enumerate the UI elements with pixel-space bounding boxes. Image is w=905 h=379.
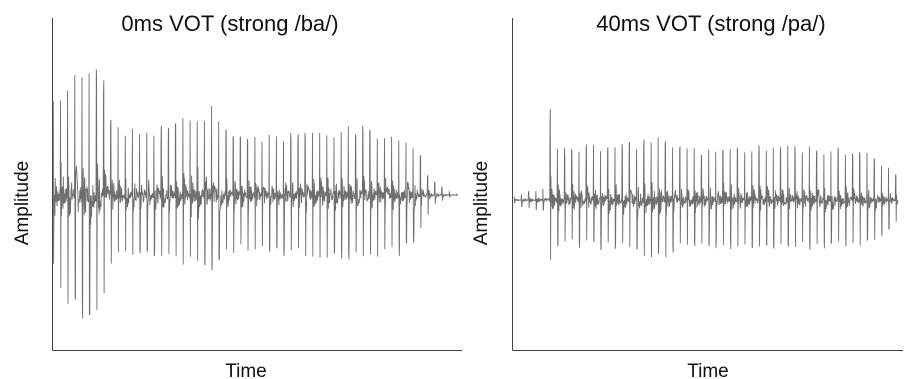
waveform-0vot [52,69,458,319]
panel-0vot: 0ms VOT (strong /ba/) Amplitude Time [12,11,462,379]
waveform-40vot [513,108,899,260]
x-axis-label-40vot: Time [687,361,729,379]
y-axis-label-40vot: Amplitude [471,161,492,246]
x-axis-label-0vot: Time [225,361,267,379]
y-axis-label-0vot: Amplitude [12,161,33,246]
panel-title-40vot: 40ms VOT (strong /pa/) [596,11,825,36]
panel-40vot: 40ms VOT (strong /pa/) Amplitude Time [471,11,903,379]
panel-title-0vot: 0ms VOT (strong /ba/) [121,11,338,36]
